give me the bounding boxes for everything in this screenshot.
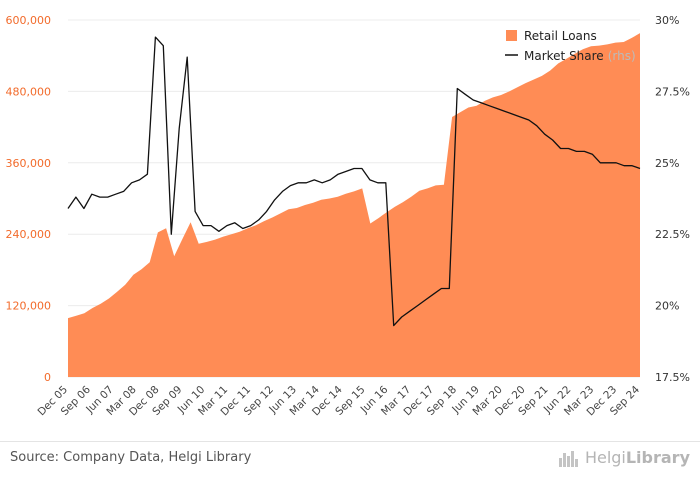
right-tick-label: 22.5%	[655, 228, 690, 241]
market-share-line	[67, 36, 641, 327]
left-tick-label: 480,000	[6, 85, 52, 98]
legend-label-market-share: Market Share (rhs)	[524, 49, 636, 63]
brand-name-light: Helgi	[584, 448, 626, 467]
right-tick-label: 20%	[655, 300, 679, 313]
brand-name: HelgiLibrary	[585, 448, 690, 467]
legend-swatch-retail-loans	[506, 30, 517, 41]
right-tick-label: 27.5%	[655, 85, 690, 98]
left-tick-label: 0	[44, 371, 51, 384]
right-tick-label: 25%	[655, 157, 679, 170]
brand-name-bold: Library	[625, 448, 690, 467]
retail-loans-area	[68, 33, 640, 377]
right-axis: 17.5% 20% 22.5% 25% 27.5% 30%	[655, 14, 690, 384]
legend-label-retail-loans: Retail Loans	[524, 29, 597, 43]
chart: 0 120,000 240,000 360,000 480,000 600,000 17.…	[6, 14, 690, 418]
legend-label-rhs: (rhs)	[608, 49, 636, 63]
legend: Retail Loans Market Share (rhs)	[505, 29, 636, 63]
right-tick-label: 17.5%	[655, 371, 690, 384]
left-axis: 0 120,000 240,000 360,000 480,000 600,000	[6, 14, 52, 384]
footer-divider	[0, 441, 700, 442]
right-tick-label: 30%	[655, 14, 679, 27]
skyline-icon	[558, 450, 578, 467]
legend-label-market-share-text: Market Share	[524, 49, 604, 63]
left-tick-label: 360,000	[6, 157, 52, 170]
brand-logo[interactable]: HelgiLibrary	[558, 448, 690, 467]
left-tick-label: 240,000	[6, 228, 52, 241]
source-note: Source: Company Data, Helgi Library	[10, 450, 252, 465]
left-tick-label: 120,000	[6, 300, 52, 313]
left-tick-label: 600,000	[6, 14, 52, 27]
